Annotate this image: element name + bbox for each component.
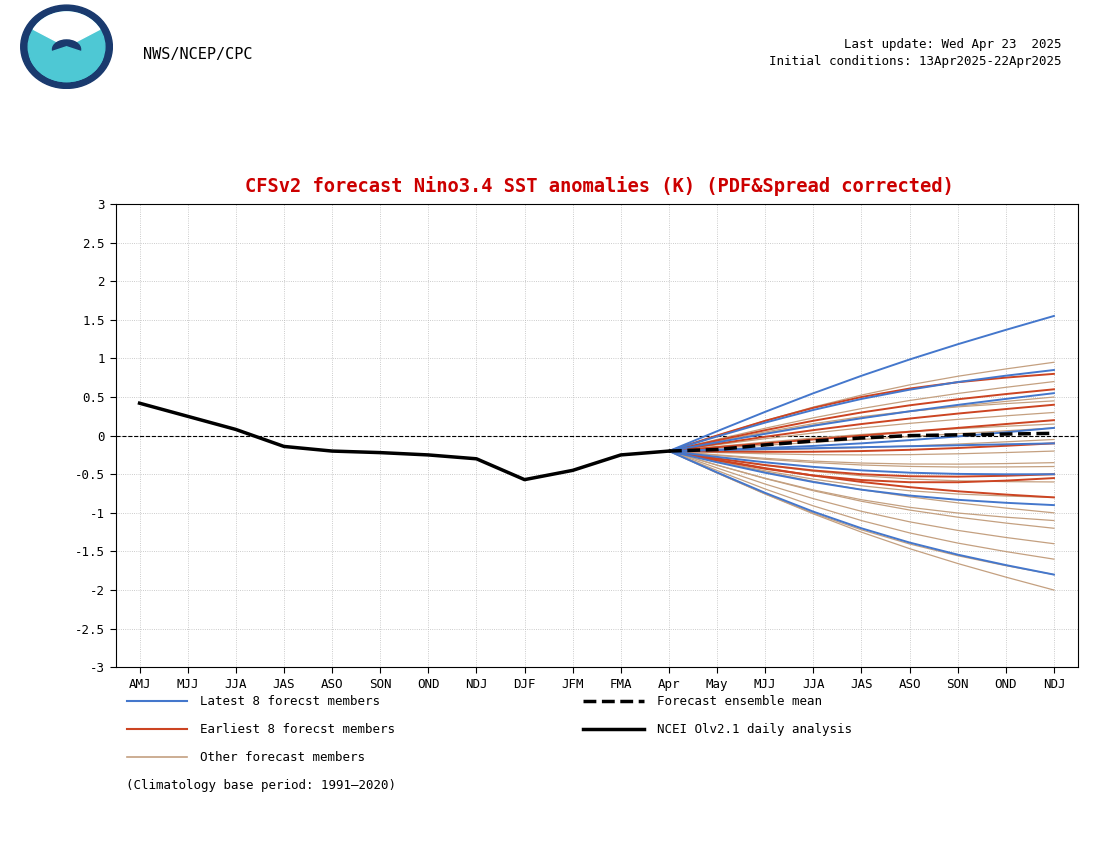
Text: NOAA: NOAA bbox=[57, 32, 76, 41]
Ellipse shape bbox=[53, 40, 80, 59]
Text: NCEI Olv2.1 daily analysis: NCEI Olv2.1 daily analysis bbox=[657, 722, 851, 736]
Circle shape bbox=[21, 5, 112, 88]
Wedge shape bbox=[31, 47, 102, 82]
Text: Last update: Wed Apr 23  2025: Last update: Wed Apr 23 2025 bbox=[844, 37, 1062, 51]
Text: CFSv2 forecast Nino3.4 SST anomalies (K) (PDF&Spread corrected): CFSv2 forecast Nino3.4 SST anomalies (K)… bbox=[245, 175, 954, 196]
Text: Latest 8 forecst members: Latest 8 forecst members bbox=[200, 694, 381, 708]
Text: NWS/NCEP/CPC: NWS/NCEP/CPC bbox=[143, 47, 253, 62]
Text: (Climatology base period: 1991–2020): (Climatology base period: 1991–2020) bbox=[126, 779, 396, 792]
Text: Earliest 8 forecst members: Earliest 8 forecst members bbox=[200, 722, 395, 736]
Wedge shape bbox=[33, 12, 100, 47]
Text: Initial conditions: 13Apr2025-22Apr2025: Initial conditions: 13Apr2025-22Apr2025 bbox=[769, 54, 1062, 68]
Text: NOAA: NOAA bbox=[57, 32, 76, 41]
Text: Forecast ensemble mean: Forecast ensemble mean bbox=[657, 694, 822, 708]
Circle shape bbox=[29, 12, 104, 82]
Text: Other forecast members: Other forecast members bbox=[200, 751, 365, 764]
